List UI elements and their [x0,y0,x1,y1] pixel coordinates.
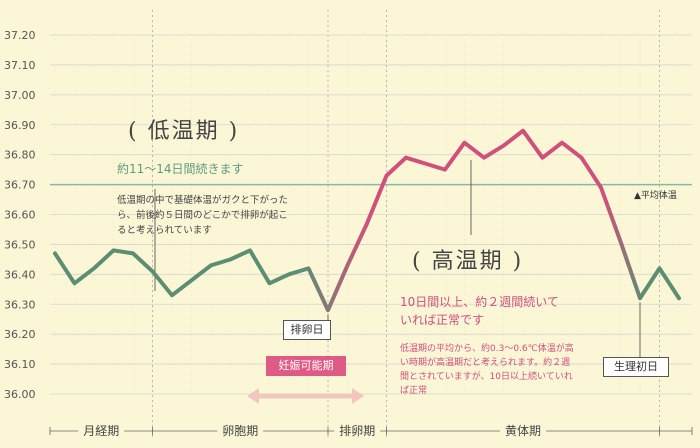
y-tick-label: 36.30 [4,298,36,311]
y-tick-label: 36.80 [4,149,36,162]
phase-label: 卵胞期 [222,424,258,438]
y-tick-label: 36.10 [4,358,36,371]
period-first-day-label: 生理初日 [603,357,669,377]
fertile-arrow-left [247,388,259,404]
high-temp-title: ( 高温期 ) [412,249,524,274]
low-temp-duration: 約11〜14日間続きます [117,162,244,176]
low-temp-title: ( 低温期 ) [128,119,240,144]
y-tick-label: 36.00 [4,388,36,401]
phase-label: 排卵期 [339,424,375,438]
high-temp-duration: 10日間以上、約２週間続いていれば正常です [400,295,559,327]
ovulation-day-label: 排卵日 [283,320,331,340]
phase-label: 月経期 [83,424,119,438]
low-temp-description: 低温期の中で基礎体温がガクと下がったら、前後約５日間のどこかで排卵が起こると考え… [117,195,289,236]
y-tick-label: 37.00 [4,89,36,102]
fertile-window-badge: 妊娠可能期 [266,356,346,376]
phase-label: 黄体期 [505,424,541,438]
high-temp-description: 低温期の平均から、約0.3〜0.6℃体温が高い時期が高温期だと考えられます。約２… [400,344,574,396]
phase-label-bg [217,423,264,439]
y-tick-label: 36.60 [4,209,36,222]
average-temp-label: ▲平均体温 [634,191,677,201]
temperature-curve [53,128,681,313]
fertile-arrow-right [352,388,364,404]
y-tick-label: 37.10 [4,59,36,72]
phase-label-bg [78,423,125,439]
y-tick-label: 36.20 [4,328,36,341]
phase-label-bg [334,423,381,439]
phase-label-bg [500,423,546,439]
y-tick-label: 36.90 [4,119,36,132]
y-tick-label: 36.70 [4,179,36,192]
y-tick-label: 36.50 [4,238,36,251]
y-tick-label: 37.20 [4,29,36,42]
y-tick-label: 36.40 [4,268,36,281]
